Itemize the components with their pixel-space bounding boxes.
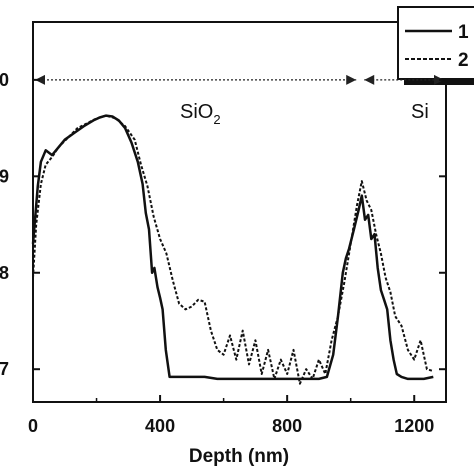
region-label-sio2: SiO2 bbox=[180, 101, 221, 127]
y-tick-label: 7 bbox=[0, 359, 9, 379]
legend-label-1: 1 bbox=[458, 22, 469, 43]
y-tick-label: 8 bbox=[0, 263, 9, 283]
x-tick-label: 1200 bbox=[394, 416, 434, 436]
x-axis-title: Depth (nm) bbox=[189, 446, 289, 467]
x-tick-label: 400 bbox=[145, 416, 175, 436]
plot-frame bbox=[32, 21, 447, 403]
x-tick-label: 0 bbox=[28, 416, 38, 436]
legend-box bbox=[397, 6, 474, 80]
arrow-sio2 bbox=[35, 74, 357, 85]
axis-ticks: 0 400 800 1200 7 8 9 10 bbox=[0, 70, 446, 436]
region-arrows bbox=[35, 74, 444, 85]
series-layer bbox=[31, 114, 434, 385]
x-tick-label: 800 bbox=[272, 416, 302, 436]
y-tick-label: 9 bbox=[0, 166, 9, 186]
legend: 1 2 bbox=[397, 6, 474, 85]
y-tick-label: 10 bbox=[0, 70, 9, 90]
region-label-si: Si bbox=[411, 101, 429, 123]
series-line-1 bbox=[31, 114, 434, 381]
series-line-2 bbox=[32, 114, 434, 385]
legend-label-2: 2 bbox=[458, 50, 469, 71]
